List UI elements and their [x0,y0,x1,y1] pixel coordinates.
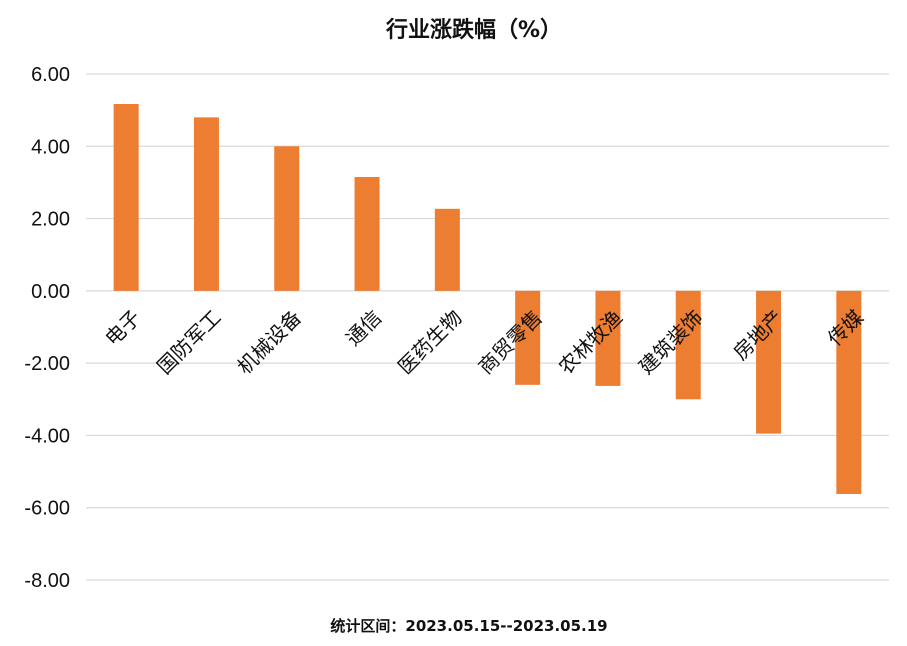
category-labels: 电子 国防军工 机械设备 通信 医药生物 商贸零售 农林牧渔 建筑装饰 房地产 传媒 [100,305,868,379]
bar [595,290,621,386]
y-axis-ticks: 6.00 4.00 2.00 0.00 -2.00 -4.00 -6.00 -8.00 [24,64,70,592]
category-label: 医药生物 [393,305,467,379]
footer-date-range: 统计区间：2023.05.15--2023.05.19 [330,617,607,635]
category-label: 国防军工 [152,305,226,379]
y-tick-label: 0.00 [31,281,70,303]
bars [113,103,862,494]
bar [354,177,380,291]
bar [193,117,219,291]
chart-title: 行业涨跌幅（%） [385,17,562,43]
y-tick-label: -6.00 [24,498,70,520]
bar [836,290,862,494]
y-tick-label: -8.00 [24,570,70,592]
y-tick-label: 6.00 [31,64,70,86]
bar [434,208,460,291]
y-tick-label: 4.00 [31,136,70,158]
bar [756,290,782,434]
y-tick-label: -2.00 [24,353,70,375]
bar [675,290,701,400]
gridlines [86,73,889,581]
category-label: 机械设备 [232,305,306,379]
category-label: 电子 [100,305,145,350]
y-tick-label: 2.00 [31,209,70,231]
bar [515,290,541,385]
y-tick-label: -4.00 [24,425,70,447]
bar [274,146,300,291]
category-label: 通信 [341,305,386,350]
bar [113,103,139,291]
